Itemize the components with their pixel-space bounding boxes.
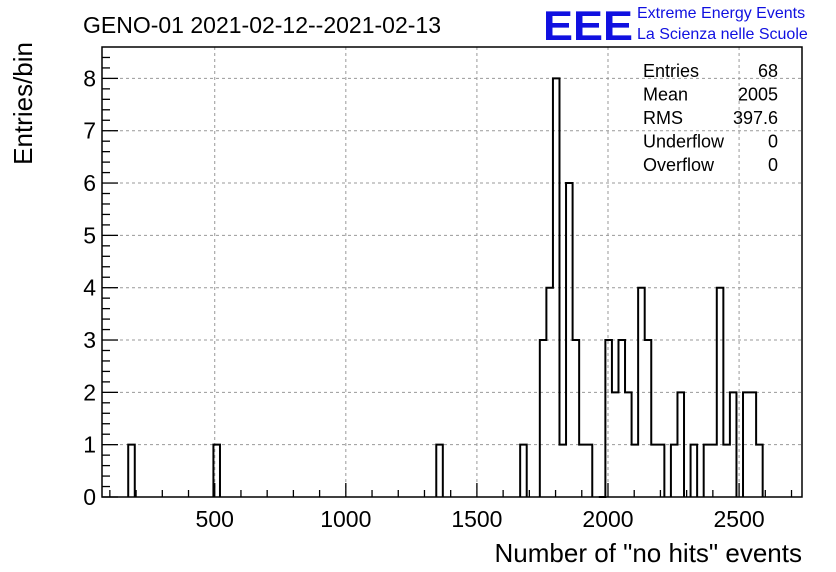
y-tick-label: 8: [83, 65, 96, 91]
y-tick-label: 2: [83, 379, 96, 405]
histogram-bin-run: [598, 286, 666, 498]
y-tick-label: 7: [83, 118, 96, 144]
eee-logo: EEE Extreme Energy Events La Scienza nel…: [543, 2, 808, 49]
histogram-bin-run: [742, 391, 764, 497]
y-tick-label: 1: [83, 432, 96, 458]
y-tick-label: 6: [83, 170, 96, 196]
x-tick-label: 2500: [713, 506, 764, 532]
chart-title: GENO-01 2021-02-12--2021-02-13: [83, 12, 441, 38]
histogram-bin-run: [127, 443, 136, 497]
x-tick-label: 500: [196, 506, 234, 532]
histogram-bin-run: [689, 443, 699, 497]
stats-box: Entries 68 Mean 2005 RMS 397.6 Underflow 0 Overf…: [643, 61, 778, 175]
logo-mark: EEE: [543, 2, 633, 49]
histogram-series: [127, 77, 764, 498]
plot-frame: [101, 46, 803, 498]
x-tick-label: 1000: [320, 506, 371, 532]
x-tick-label: 1500: [451, 506, 502, 532]
histogram-bin-run: [435, 443, 444, 497]
y-axis-label: Entries/bin: [8, 42, 38, 165]
stats-value: 397.6: [733, 108, 778, 128]
y-tick-label: 0: [83, 484, 96, 510]
logo-line-2: La Scienza nelle Scuole: [637, 26, 808, 43]
stats-value: 68: [758, 61, 778, 81]
x-tick-label: 2000: [582, 506, 633, 532]
stats-value: 2005: [738, 85, 778, 105]
histogram-bin-run: [538, 77, 594, 497]
y-axis: 0 1 2 3 4 5 6 7 8: [83, 56, 118, 510]
stats-label: RMS: [643, 108, 683, 128]
histogram-bin-run: [212, 443, 221, 497]
logo-line-1: Extreme Energy Events: [637, 5, 805, 22]
stats-value: 0: [768, 155, 778, 175]
y-tick-label: 4: [83, 275, 96, 301]
stats-value: 0: [768, 132, 778, 152]
histogram-bin-run: [669, 391, 686, 497]
y-tick-label: 3: [83, 327, 96, 353]
histogram-bin-run: [702, 286, 738, 497]
stats-label: Underflow: [643, 132, 725, 152]
grid-lines: [102, 47, 802, 498]
histogram-bin-run: [519, 443, 528, 497]
x-axis-label: Number of "no hits" events: [495, 538, 803, 568]
stats-label: Mean: [643, 85, 688, 105]
stats-label: Overflow: [643, 155, 715, 175]
x-axis: 500 1000 1500 2000 2500: [109, 483, 793, 532]
y-tick-label: 5: [83, 222, 96, 248]
stats-label: Entries: [643, 61, 699, 81]
